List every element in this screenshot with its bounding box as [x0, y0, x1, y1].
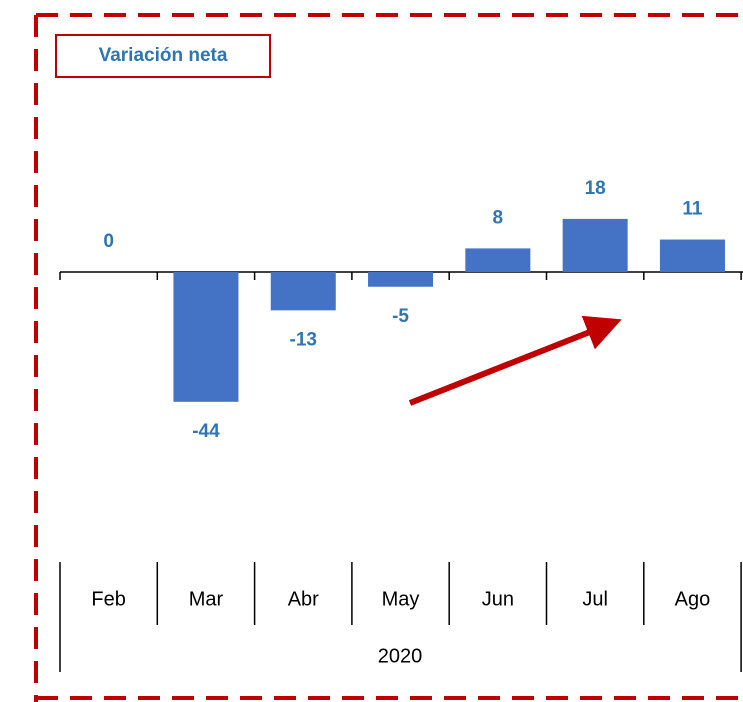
value-label: -44 — [192, 421, 220, 442]
value-label: 11 — [682, 199, 703, 220]
trend-arrow — [408, 315, 622, 406]
bar — [659, 239, 725, 272]
dashed-frame — [34, 13, 743, 702]
value-label: 8 — [493, 207, 504, 228]
bar — [368, 272, 434, 287]
x-tick-label: Ago — [675, 588, 711, 610]
chart-title: Variación neta — [99, 45, 228, 66]
x-tick-label: Abr — [288, 588, 319, 610]
x-tick-label: Feb — [91, 588, 125, 610]
bar — [465, 248, 531, 272]
group-label: 2020 — [378, 645, 423, 667]
value-label: -13 — [290, 329, 317, 350]
x-tick-label: Mar — [189, 588, 224, 610]
bar — [173, 272, 239, 402]
value-label: 18 — [585, 178, 606, 199]
bar — [562, 218, 628, 272]
x-tick-label: Jun — [482, 588, 514, 610]
value-label: 0 — [103, 231, 114, 252]
title-box — [55, 34, 271, 78]
x-tick-label: Jul — [582, 588, 608, 610]
value-label: -5 — [392, 306, 409, 327]
bar — [270, 272, 336, 311]
x-tick-label: May — [382, 588, 420, 610]
